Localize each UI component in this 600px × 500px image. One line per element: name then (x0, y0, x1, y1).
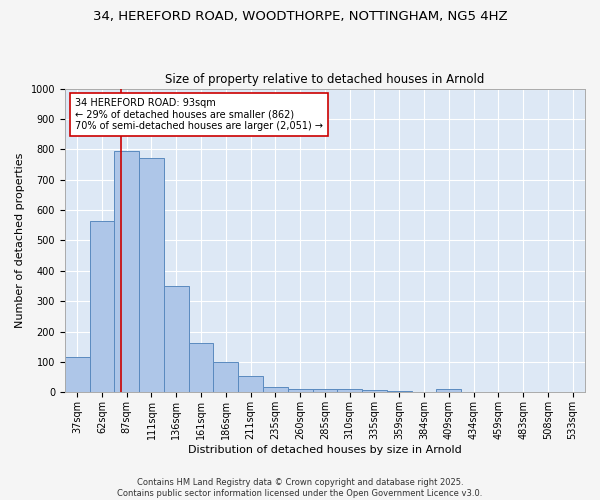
Bar (65, 358, 89, 392)
Bar (188, 343, 214, 392)
Bar (288, 389, 313, 392)
Bar (263, 387, 288, 392)
Bar (164, 286, 188, 393)
Bar (89, 220, 115, 392)
Bar (139, 158, 164, 392)
Bar (313, 390, 337, 392)
Title: Size of property relative to detached houses in Arnold: Size of property relative to detached ho… (165, 73, 485, 86)
Y-axis label: Number of detached properties: Number of detached properties (15, 153, 25, 328)
Text: Contains HM Land Registry data © Crown copyright and database right 2025.
Contai: Contains HM Land Registry data © Crown c… (118, 478, 482, 498)
Text: 34 HEREFORD ROAD: 93sqm
← 29% of detached houses are smaller (862)
70% of semi-d: 34 HEREFORD ROAD: 93sqm ← 29% of detache… (75, 98, 323, 131)
Bar (436, 390, 461, 392)
Bar (387, 391, 412, 392)
Bar (362, 390, 387, 392)
Bar (214, 362, 238, 392)
Text: 34, HEREFORD ROAD, WOODTHORPE, NOTTINGHAM, NG5 4HZ: 34, HEREFORD ROAD, WOODTHORPE, NOTTINGHA… (92, 10, 508, 23)
Bar (337, 390, 362, 392)
Bar (238, 376, 263, 392)
X-axis label: Distribution of detached houses by size in Arnold: Distribution of detached houses by size … (188, 445, 462, 455)
Bar (115, 151, 139, 392)
